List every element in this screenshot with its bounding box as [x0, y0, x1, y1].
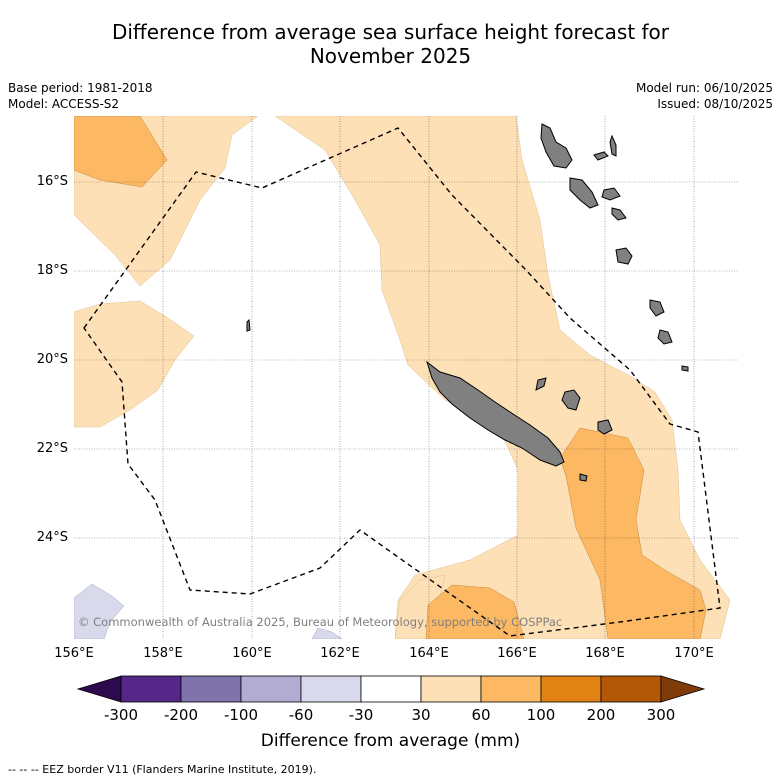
colorbar-bin-5 [360, 675, 422, 703]
lon-label-160e: 160°E [232, 646, 272, 661]
vanuatu-ambae [593, 151, 609, 161]
eez-footer-note: -- -- -- EEZ border V11 (Flanders Marine… [8, 763, 317, 776]
colorbar-tick-label: 30 [411, 706, 431, 724]
anomaly-60-100-east [559, 427, 707, 639]
meta-left: Base period: 1981-2018 Model: ACCESS-S2 [8, 80, 153, 112]
lon-label-162e: 162°E [320, 646, 360, 661]
map-area [74, 116, 739, 639]
colorbar-tick-label: 300 [646, 706, 676, 724]
lon-label-156e: 156°E [54, 646, 94, 661]
lat-label-20s: 20°S [36, 352, 68, 367]
anomaly-neg-60-30-southwest [74, 583, 125, 639]
colorbar-tick-label: 60 [471, 706, 491, 724]
lon-label-164e: 164°E [409, 646, 449, 661]
map-title: Difference from average sea surface heig… [0, 20, 781, 68]
colorbar-tick-label: 200 [586, 706, 616, 724]
colorbar-bin-4 [300, 675, 362, 703]
vanuatu-espiritu-santo [540, 123, 573, 169]
colorbar-tick-label: 100 [526, 706, 556, 724]
gridlines [74, 116, 739, 639]
vanuatu-epi [611, 207, 627, 221]
lat-label-18s: 18°S [36, 263, 68, 278]
vanuatu-erromango [615, 247, 633, 265]
eez-border [83, 127, 721, 637]
vanuatu-aneityum [657, 329, 673, 345]
colorbar-bin-7 [480, 675, 542, 703]
colorbar-bin-6 [420, 675, 482, 703]
lon-label-166e: 166°E [497, 646, 537, 661]
lat-label-24s: 24°S [36, 530, 68, 545]
loyalty-island-mare [597, 419, 613, 435]
colorbar-tick-label: -200 [163, 706, 199, 724]
vanuatu-efate [601, 187, 621, 201]
vanuatu-tanna [649, 299, 665, 317]
title-line-1: Difference from average sea surface heig… [111, 20, 670, 44]
colorbar-tick-label: -100 [223, 706, 259, 724]
meta-right: Model run: 06/10/2025 Issued: 08/10/2025 [636, 80, 773, 112]
colorbar-tick-label: -30 [348, 706, 374, 724]
colorbar-tick-label: -60 [288, 706, 314, 724]
lon-label-158e: 158°E [143, 646, 183, 661]
colorbar [76, 675, 706, 703]
small-islet-east [681, 365, 689, 372]
colorbar-extend-high [660, 675, 706, 703]
isle-of-pines [579, 473, 588, 482]
title-line-2: November 2025 [309, 44, 472, 68]
lon-label-168e: 168°E [585, 646, 625, 661]
colorbar-bin-3 [240, 675, 302, 703]
colorbar-bin-9 [600, 675, 662, 703]
lon-label-170e: 170°E [674, 646, 714, 661]
colorbar-bin-1 [120, 675, 182, 703]
model-run: Model run: 06/10/2025 [635, 81, 773, 95]
anomaly-60-100-northwest [74, 116, 168, 188]
colorbar-extend-low [76, 675, 122, 703]
colorbar-bin-8 [540, 675, 602, 703]
lat-label-16s: 16°S [36, 174, 68, 189]
colorbar-title: Difference from average (mm) [260, 731, 521, 751]
model-name: Model: ACCESS-S2 [8, 97, 120, 111]
copyright-notice: © Commonwealth of Australia 2025, Bureau… [78, 615, 563, 629]
lat-label-22s: 22°S [36, 441, 68, 456]
colorbar-tick-label: -300 [103, 706, 139, 724]
new-caledonia-island [426, 360, 565, 467]
loyalty-island-lifou [561, 389, 581, 411]
colorbar-bin-2 [180, 675, 242, 703]
issued-date: Issued: 08/10/2025 [657, 97, 773, 111]
vanuatu-pentecost [609, 134, 617, 157]
land-masses [246, 123, 689, 482]
chesterfield-reef [246, 318, 251, 332]
anomaly-neg-60-30-south [311, 627, 343, 639]
loyalty-island-ouvea [535, 377, 547, 391]
vanuatu-malekula [569, 177, 599, 209]
base-period: Base period: 1981-2018 [8, 81, 153, 95]
